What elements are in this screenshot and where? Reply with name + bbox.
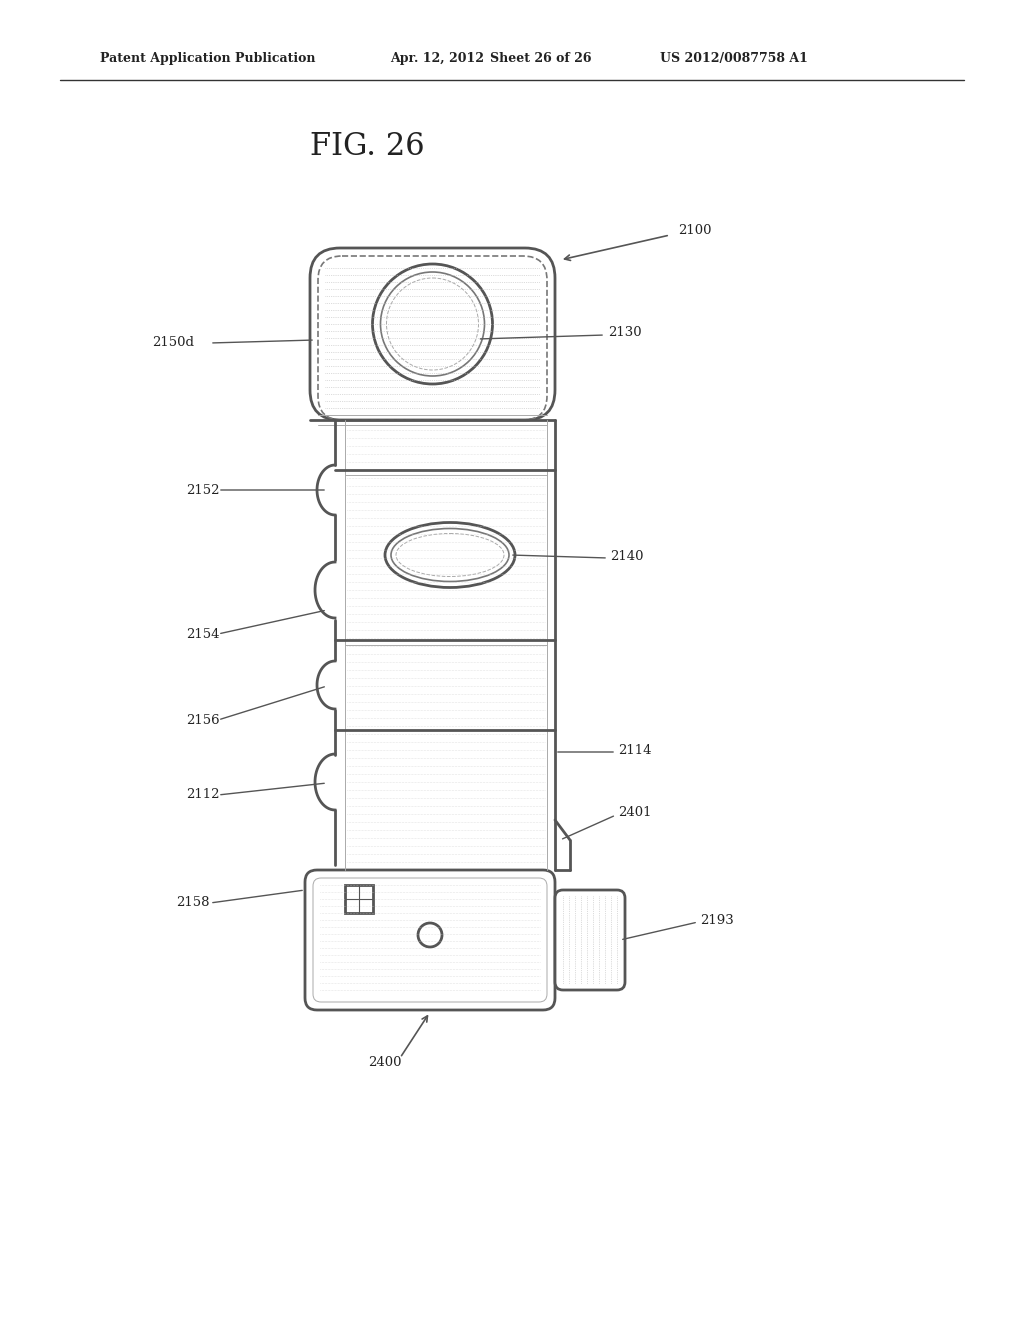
Text: 2130: 2130 xyxy=(608,326,642,339)
Text: US 2012/0087758 A1: US 2012/0087758 A1 xyxy=(660,51,808,65)
Circle shape xyxy=(418,923,442,946)
Text: 2401: 2401 xyxy=(618,807,651,820)
Text: 2156: 2156 xyxy=(186,714,219,726)
Text: FIG. 26: FIG. 26 xyxy=(310,131,425,162)
Text: 2100: 2100 xyxy=(678,223,712,236)
Text: 2114: 2114 xyxy=(618,743,651,756)
Text: Apr. 12, 2012: Apr. 12, 2012 xyxy=(390,51,484,65)
Text: 2154: 2154 xyxy=(186,627,219,640)
Text: 2193: 2193 xyxy=(700,913,734,927)
Text: Sheet 26 of 26: Sheet 26 of 26 xyxy=(490,51,592,65)
Text: 2152: 2152 xyxy=(186,483,219,496)
Ellipse shape xyxy=(385,523,515,587)
Bar xyxy=(345,884,373,913)
Text: 2140: 2140 xyxy=(610,549,643,562)
FancyBboxPatch shape xyxy=(555,890,625,990)
Text: 2150d: 2150d xyxy=(152,337,194,350)
Text: 2158: 2158 xyxy=(176,896,210,909)
Circle shape xyxy=(373,264,493,384)
Text: 2112: 2112 xyxy=(186,788,219,801)
Text: 2400: 2400 xyxy=(369,1056,401,1069)
Text: Patent Application Publication: Patent Application Publication xyxy=(100,51,315,65)
